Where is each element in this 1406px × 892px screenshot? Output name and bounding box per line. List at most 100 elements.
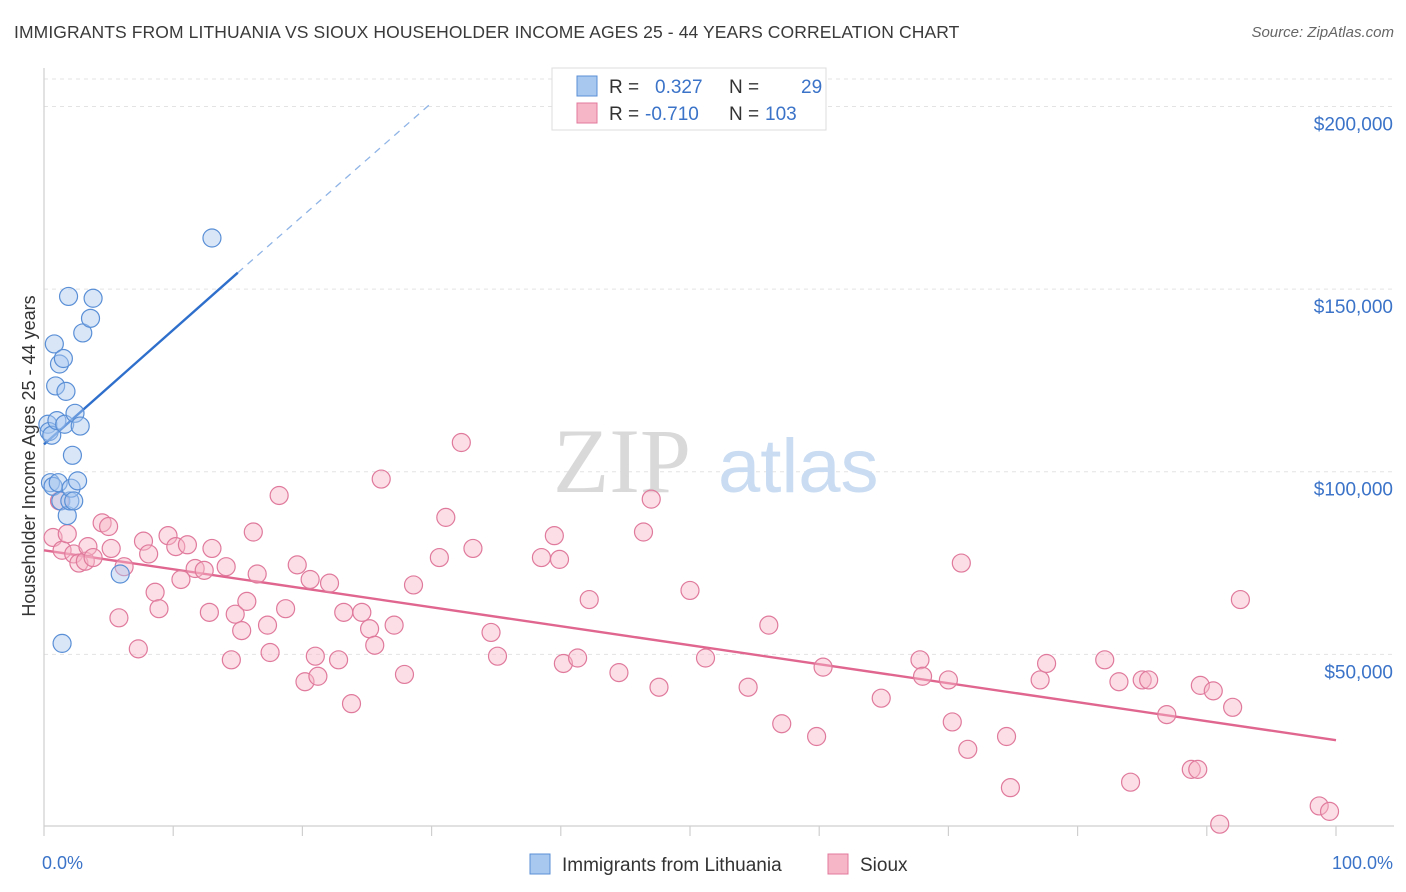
point-sioux — [609, 663, 629, 683]
point-sioux — [139, 544, 159, 564]
point-lithuania — [52, 633, 72, 653]
point-sioux — [1309, 796, 1329, 816]
point-lithuania — [53, 348, 73, 369]
legend-bottom-label-sioux: Sioux — [860, 855, 908, 876]
point-sioux — [996, 726, 1017, 747]
point-sioux — [1210, 814, 1230, 834]
point-sioux — [938, 670, 959, 690]
point-lithuania — [58, 286, 79, 307]
legend-bottom-swatch-sioux — [827, 853, 849, 875]
point-sioux — [1203, 681, 1223, 701]
point-sioux — [98, 516, 119, 537]
point-sioux — [384, 615, 404, 635]
point-sioux — [1223, 697, 1243, 717]
legend-r-value-1: 0.327 — [655, 77, 703, 98]
legend-bottom-swatch-lithuania — [529, 853, 551, 875]
point-sioux — [451, 432, 471, 453]
y-tick-label: $100,000 — [1314, 480, 1393, 501]
point-sioux — [1319, 801, 1340, 821]
legend-swatch-lithuania — [576, 75, 598, 97]
point-lithuania — [67, 471, 88, 491]
point-sioux — [308, 666, 328, 686]
legend-n-label-2: N = — [729, 104, 759, 125]
point-sioux — [772, 714, 792, 734]
chart-title: IMMIGRANTS FROM LITHUANIA VS SIOUX HOUSE… — [14, 22, 960, 42]
point-lithuania — [44, 334, 64, 354]
point-sioux — [567, 648, 588, 668]
point-lithuania — [56, 381, 76, 401]
point-sioux — [243, 522, 263, 542]
point-lithuania — [42, 425, 62, 445]
legend-r-label-2: R = — [609, 104, 639, 125]
point-sioux — [1181, 759, 1201, 779]
axes — [43, 68, 1394, 836]
point-sioux — [1095, 650, 1115, 670]
legend-top: R = 0.327 N = 29 R = -0.710 N = 103 — [551, 67, 827, 131]
legend-n-value-2: 103 — [765, 104, 797, 125]
legend-swatch-sioux — [576, 102, 598, 124]
point-sioux — [269, 485, 289, 506]
point-sioux — [101, 538, 121, 559]
point-sioux — [436, 507, 456, 527]
point-sioux — [276, 599, 296, 619]
point-sioux — [871, 688, 891, 708]
point-sioux — [171, 569, 191, 590]
point-sioux — [553, 653, 573, 674]
y-tick-label: $150,000 — [1314, 297, 1393, 318]
point-sioux — [109, 608, 129, 628]
point-sioux — [260, 642, 280, 663]
point-sioux — [145, 582, 165, 602]
point-sioux — [319, 573, 340, 593]
trend-line-sioux — [43, 549, 1337, 742]
gridlines — [44, 78, 1394, 655]
y-axis-label: Householder Income Ages 25 - 44 years — [19, 295, 39, 616]
point-lithuania — [83, 288, 103, 308]
point-sioux — [359, 619, 380, 639]
x-tick-labels: 0.0% 100.0% — [42, 853, 1393, 873]
point-sioux — [910, 650, 930, 670]
point-lithuania — [62, 445, 83, 465]
point-sioux — [352, 602, 372, 622]
y-tick-labels: $50,000 $100,000 $150,000 $200,000 — [1314, 115, 1393, 684]
point-sioux — [300, 569, 320, 590]
point-sioux — [158, 526, 178, 546]
point-sioux — [305, 646, 325, 666]
point-sioux — [807, 726, 827, 747]
point-sioux — [78, 537, 98, 557]
point-lithuania — [39, 421, 59, 442]
point-sioux — [649, 677, 669, 697]
point-sioux — [202, 538, 222, 559]
point-sioux — [334, 602, 354, 622]
point-sioux — [544, 526, 564, 546]
point-sioux — [531, 547, 552, 568]
x-tick-label: 0.0% — [42, 853, 83, 873]
point-sioux — [759, 615, 779, 635]
point-sioux — [463, 538, 483, 559]
point-sioux — [695, 648, 716, 668]
point-sioux — [149, 599, 169, 619]
point-sioux — [133, 531, 154, 551]
legend-bottom-label-lithuania: Immigrants from Lithuania — [562, 855, 782, 876]
point-sioux — [912, 666, 933, 686]
point-sioux — [247, 564, 267, 584]
point-sioux — [487, 646, 508, 666]
legend-bottom: Immigrants from Lithuania Sioux — [529, 853, 908, 876]
point-sioux — [371, 469, 391, 489]
point-sioux — [1139, 670, 1159, 690]
watermark-zip: ZIP — [553, 410, 691, 512]
point-sioux — [481, 622, 501, 643]
source-credit: Source: ZipAtlas.com — [1251, 24, 1394, 41]
point-sioux — [287, 555, 307, 575]
y-tick-label: $50,000 — [1324, 662, 1393, 683]
point-sioux — [429, 547, 449, 568]
point-sioux — [341, 694, 362, 714]
point-sioux — [738, 677, 758, 697]
point-sioux — [1120, 772, 1141, 792]
legend-r-value-2: -0.710 — [645, 104, 699, 125]
point-sioux — [199, 602, 219, 622]
point-sioux — [680, 580, 700, 601]
point-sioux — [57, 524, 77, 544]
point-sioux — [633, 522, 654, 542]
point-sioux — [942, 712, 962, 732]
